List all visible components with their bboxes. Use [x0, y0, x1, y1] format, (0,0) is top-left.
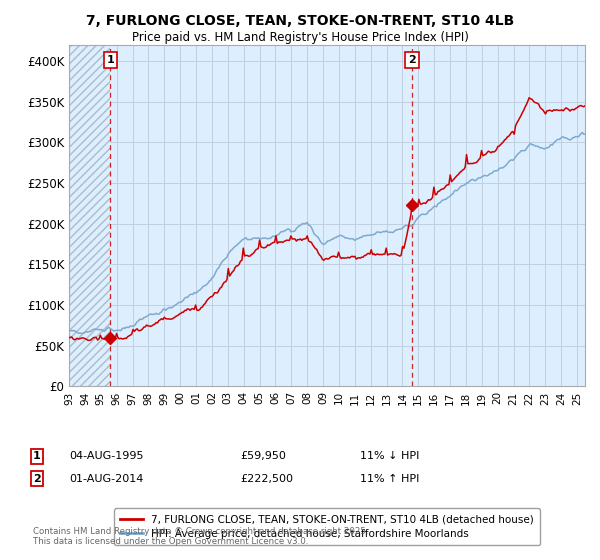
- Text: 7, FURLONG CLOSE, TEAN, STOKE-ON-TRENT, ST10 4LB: 7, FURLONG CLOSE, TEAN, STOKE-ON-TRENT, …: [86, 14, 514, 28]
- Text: Contains HM Land Registry data © Crown copyright and database right 2025.
This d: Contains HM Land Registry data © Crown c…: [33, 526, 368, 546]
- Text: £59,950: £59,950: [240, 451, 286, 461]
- Text: 11% ↓ HPI: 11% ↓ HPI: [360, 451, 419, 461]
- Text: 11% ↑ HPI: 11% ↑ HPI: [360, 474, 419, 484]
- Text: 01-AUG-2014: 01-AUG-2014: [69, 474, 143, 484]
- Text: £222,500: £222,500: [240, 474, 293, 484]
- Text: 1: 1: [33, 451, 41, 461]
- Legend: 7, FURLONG CLOSE, TEAN, STOKE-ON-TRENT, ST10 4LB (detached house), HPI: Average : 7, FURLONG CLOSE, TEAN, STOKE-ON-TRENT, …: [114, 508, 540, 545]
- Text: 2: 2: [408, 55, 416, 65]
- Text: 04-AUG-1995: 04-AUG-1995: [69, 451, 143, 461]
- Text: 2: 2: [33, 474, 41, 484]
- Text: 1: 1: [106, 55, 114, 65]
- Bar: [69, 45, 110, 386]
- Text: Price paid vs. HM Land Registry's House Price Index (HPI): Price paid vs. HM Land Registry's House …: [131, 31, 469, 44]
